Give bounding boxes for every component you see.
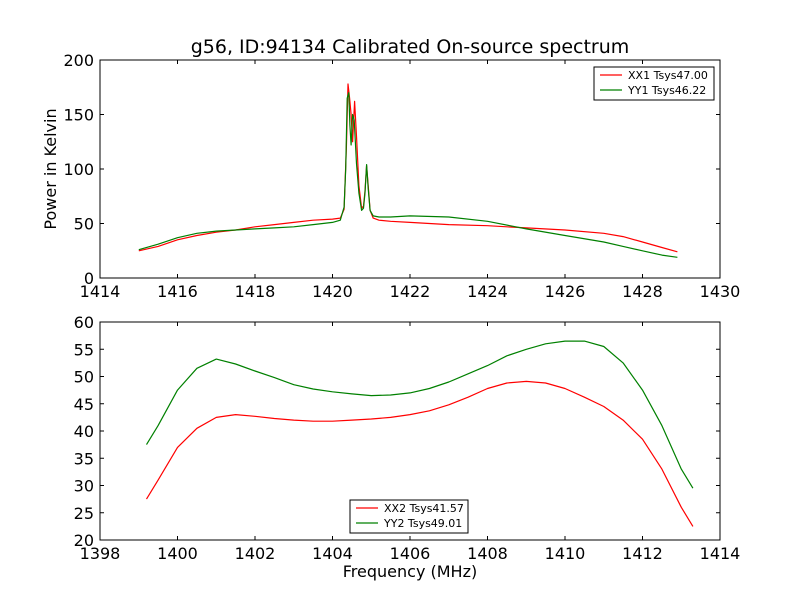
- x-tick-label: 1424: [467, 282, 508, 301]
- x-tick-label: 1430: [700, 282, 741, 301]
- x-axis-label: Frequency (MHz): [343, 562, 477, 581]
- x-tick-label: 1422: [390, 282, 431, 301]
- y-tick-label: 150: [63, 106, 94, 125]
- x-tick-label: 1428: [622, 282, 663, 301]
- y-tick-label: 100: [63, 160, 94, 179]
- y-tick-label: 30: [74, 477, 94, 496]
- series-line-2-1: [145, 380, 694, 527]
- y-tick-label: 0: [84, 269, 94, 288]
- y-tick-label: 40: [74, 422, 94, 441]
- y-tick-label: 50: [74, 215, 94, 234]
- x-tick-label: 1400: [157, 544, 198, 563]
- y-tick-label: 55: [74, 340, 94, 359]
- series-line-1-2: [138, 92, 678, 258]
- x-tick-label: 1418: [235, 282, 276, 301]
- x-tick-label: 1414: [700, 544, 741, 563]
- chart-title: g56, ID:94134 Calibrated On-source spect…: [191, 36, 630, 58]
- legend-label: YY2 Tsys49.01: [383, 517, 462, 530]
- legend-box-2: [349, 499, 469, 534]
- x-tick-label: 1398: [80, 544, 121, 563]
- y-tick-label: 50: [74, 368, 94, 387]
- x-tick-label: 1402: [235, 544, 276, 563]
- series-line-2-2: [145, 340, 694, 489]
- legend-label: XX2 Tsys41.57: [384, 502, 464, 515]
- y-tick-label: 200: [63, 51, 94, 70]
- legend-box-1: [593, 66, 715, 101]
- x-tick-label: 1416: [157, 282, 198, 301]
- series-line-1-1: [138, 83, 678, 253]
- y-tick-label: 60: [74, 313, 94, 332]
- y-axis-label: Power in Kelvin: [41, 108, 60, 229]
- bottom-plot: 1398 1400 1402 1404 1406 1408 1410 1412 1414 20 25…: [74, 313, 741, 563]
- legend-label: XX1 Tsys47.00: [628, 69, 708, 82]
- y-tick-label: 45: [74, 395, 94, 414]
- x-tick-label: 1404: [312, 544, 353, 563]
- x-tick-label: 1410: [545, 544, 586, 563]
- top-plot: 1414 1416 1418 1420 1422 1424 1426 1428 1430 0 50 1…: [63, 51, 740, 301]
- legend-label: YY1 Tsys46.22: [627, 84, 706, 97]
- x-tick-label: 1414: [80, 282, 121, 301]
- x-tick-label: 1426: [545, 282, 586, 301]
- y-tick-label: 25: [74, 504, 94, 523]
- y-tick-label: 35: [74, 449, 94, 468]
- y-tick-label: 20: [74, 531, 94, 550]
- x-tick-label: 1420: [312, 282, 353, 301]
- x-tick-label: 1408: [467, 544, 508, 563]
- x-tick-label: 1412: [622, 544, 663, 563]
- x-tick-label: 1406: [390, 544, 431, 563]
